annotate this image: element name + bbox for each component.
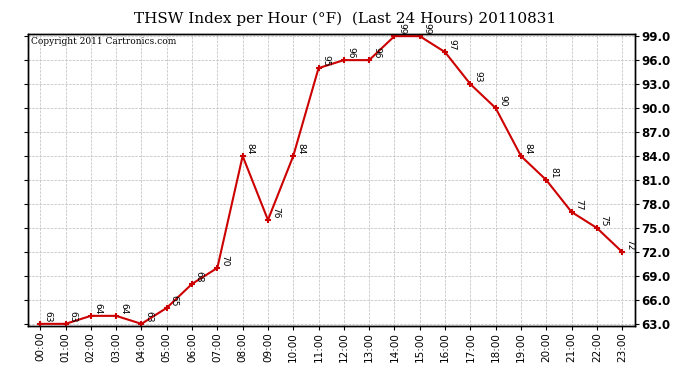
Text: 70: 70 [220,255,229,267]
Text: 65: 65 [170,295,179,306]
Text: 76: 76 [270,207,279,219]
Text: 96: 96 [372,47,381,59]
Text: 68: 68 [195,271,204,282]
Text: 96: 96 [346,47,355,59]
Text: 84: 84 [524,143,533,154]
Text: 72: 72 [625,239,634,250]
Text: THSW Index per Hour (°F)  (Last 24 Hours) 20110831: THSW Index per Hour (°F) (Last 24 Hours)… [134,11,556,26]
Text: 99: 99 [397,23,406,35]
Text: 77: 77 [574,199,583,211]
Text: 64: 64 [94,303,103,315]
Text: Copyright 2011 Cartronics.com: Copyright 2011 Cartronics.com [30,37,176,46]
Text: 63: 63 [144,311,153,322]
Text: 63: 63 [68,311,77,322]
Text: 99: 99 [422,23,431,35]
Text: 95: 95 [322,55,331,67]
Text: 84: 84 [246,143,255,154]
Text: 63: 63 [43,311,52,322]
Text: 93: 93 [473,71,482,83]
Text: 75: 75 [600,215,609,226]
Text: 90: 90 [498,95,507,106]
Text: 84: 84 [296,143,305,154]
Text: 81: 81 [549,167,558,178]
Text: 97: 97 [448,39,457,51]
Text: 64: 64 [119,303,128,315]
